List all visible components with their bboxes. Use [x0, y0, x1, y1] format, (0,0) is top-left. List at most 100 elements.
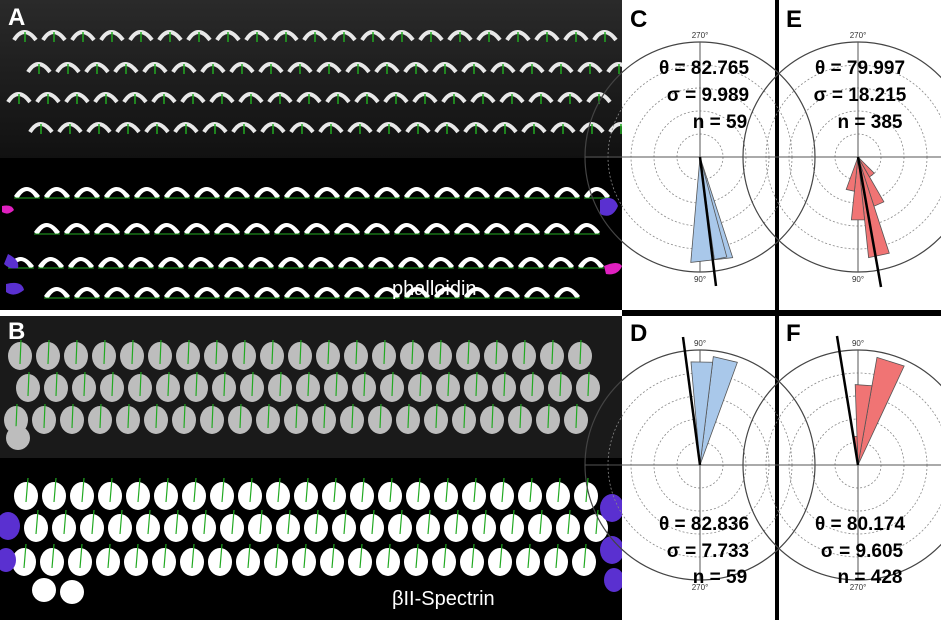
polarity-vector: [473, 477, 477, 503]
segmented-bundle: [314, 187, 340, 198]
polarity-vector: [305, 477, 309, 503]
polarity-vector: [271, 339, 274, 365]
polarity-vector: [443, 543, 447, 569]
polarity-vector: [363, 371, 366, 397]
segmented-bundle: [218, 257, 244, 268]
segmented-bundle: [304, 223, 330, 234]
polarity-vector: [167, 371, 170, 397]
polarity-vector: [555, 543, 559, 569]
caption-spectrin: βII-Spectrin: [392, 588, 495, 610]
angle-label-top: 270°: [850, 31, 867, 40]
polarity-vector: [239, 403, 242, 429]
segmented-bundle: [284, 287, 310, 298]
polarity-vector: [579, 339, 582, 365]
polarity-vector: [567, 509, 571, 535]
polarity-vector: [491, 403, 494, 429]
sigma-f: σ = 9.605: [820, 541, 904, 562]
polarity-vector: [383, 339, 386, 365]
polarity-vector: [471, 543, 475, 569]
polarity-vector: [211, 403, 214, 429]
angle-label-top: 90°: [852, 339, 864, 348]
polarity-vector: [523, 339, 526, 365]
polarity-vector: [221, 477, 225, 503]
polarity-vector: [279, 371, 282, 397]
sigma-c: σ = 9.989: [666, 85, 750, 106]
polarity-vector: [415, 543, 419, 569]
segmented-bundle: [254, 187, 280, 198]
polarity-vector: [411, 339, 414, 365]
polarity-vector: [355, 339, 358, 365]
polarity-vector: [483, 509, 487, 535]
polarity-vector: [53, 477, 57, 503]
polarity-vector: [501, 477, 505, 503]
polarity-vector: [575, 403, 578, 429]
segmented-bundle: [544, 223, 570, 234]
polarity-vector: [361, 477, 365, 503]
polarity-vector: [215, 339, 218, 365]
segmented-bundle: [434, 187, 460, 198]
segmented-bundle: [98, 257, 124, 268]
polar-grid-ring: [788, 87, 928, 227]
rose-petal: [852, 435, 859, 466]
segmented-bundle: [554, 287, 580, 298]
segmented-bundle: [74, 187, 100, 198]
polarity-vector: [139, 371, 142, 397]
segmented-bundle: [374, 287, 400, 298]
polarity-vector: [131, 339, 134, 365]
segmented-bundle: [244, 223, 270, 234]
segmented-bundle: [34, 223, 60, 234]
polarity-vector: [531, 371, 534, 397]
segmented-bundle: [458, 257, 484, 268]
spectrin-micrograph: [0, 316, 622, 458]
panel-label-b: B: [8, 318, 26, 345]
polarity-vector: [159, 339, 162, 365]
segmented-bundle: [214, 223, 240, 234]
segmented-bundle: [44, 187, 70, 198]
polarity-vector: [527, 543, 531, 569]
segmented-bundle: [404, 287, 430, 298]
segmented-bundle: [74, 287, 100, 298]
polarity-vector: [315, 509, 319, 535]
segmented-bundle: [184, 223, 210, 234]
polarity-vector: [359, 543, 363, 569]
mean-direction-line: [681, 336, 702, 466]
polarity-vector: [187, 339, 190, 365]
polarity-vector: [251, 371, 254, 397]
divider-horizontal: [622, 310, 941, 316]
segmented-bundle: [194, 287, 220, 298]
polarity-vector: [91, 509, 95, 535]
polarity-vector: [519, 403, 522, 429]
segmented-bundle: [128, 257, 154, 268]
segmented-bundle: [104, 287, 130, 298]
rose-petal: [857, 156, 885, 207]
segmented-bundle: [524, 187, 550, 198]
polarity-vector: [249, 477, 253, 503]
angle-label-top: 270°: [692, 31, 709, 40]
segmented-bundle: [334, 223, 360, 234]
segmented-bundle: [68, 257, 94, 268]
polarity-vector: [295, 403, 298, 429]
polarity-vector: [327, 339, 330, 365]
polarity-vector: [267, 403, 270, 429]
segmented-bundle: [494, 187, 520, 198]
polarity-vector: [51, 543, 55, 569]
segmented-bundle: [134, 187, 160, 198]
polarity-vector: [243, 339, 246, 365]
segmented-bundle: [394, 223, 420, 234]
polarity-vector: [137, 477, 141, 503]
polar-grid-ring: [834, 441, 882, 489]
rose-petal: [857, 156, 875, 178]
spectrin-segmentation: [0, 458, 622, 620]
angle-label-top: 90°: [694, 339, 706, 348]
panel-label-c: C: [630, 6, 648, 33]
segmented-bundle: [284, 187, 310, 198]
polarity-vector: [127, 403, 130, 429]
angle-label-bottom: 90°: [694, 275, 706, 284]
theta-f: θ = 80.174: [814, 514, 906, 535]
theta-d: θ = 82.836: [658, 514, 750, 535]
segmented-bundle: [344, 287, 370, 298]
polarity-vector: [371, 509, 375, 535]
polarity-vector: [529, 477, 533, 503]
mean-direction-line: [698, 156, 718, 287]
polarity-vector: [247, 543, 251, 569]
